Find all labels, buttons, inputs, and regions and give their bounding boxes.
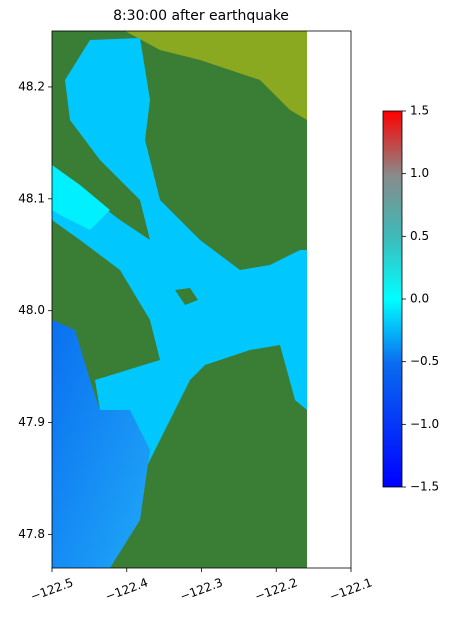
y-tick-label: 48.0 [18,303,45,317]
y-tick-label: 47.9 [18,415,45,429]
colorbar-tick-label: −1.0 [410,417,439,431]
x-tick-label: −122.3 [178,575,225,603]
y-tick-label: 48.1 [18,191,45,205]
colorbar-tick-label: 1.0 [410,166,429,180]
colorbar-tick-label: −1.5 [410,480,439,494]
colorbar-tick-label: 0.5 [410,229,429,243]
colorbar-tick-label: −0.5 [410,354,439,368]
x-tick-label: −122.1 [328,575,375,603]
y-tick-label: 47.8 [18,527,45,541]
x-tick-label: −122.4 [103,575,150,603]
map-image [52,31,307,568]
y-tick-label: 48.2 [18,79,45,93]
colorbar-tick-label: 1.5 [410,104,429,118]
colorbar [382,110,403,488]
chart-title: 8:30:00 after earthquake [113,8,289,24]
x-tick-label: −122.2 [253,575,300,603]
colorbar-tick-label: 0.0 [410,292,429,306]
x-tick-label: −122.5 [29,575,76,603]
